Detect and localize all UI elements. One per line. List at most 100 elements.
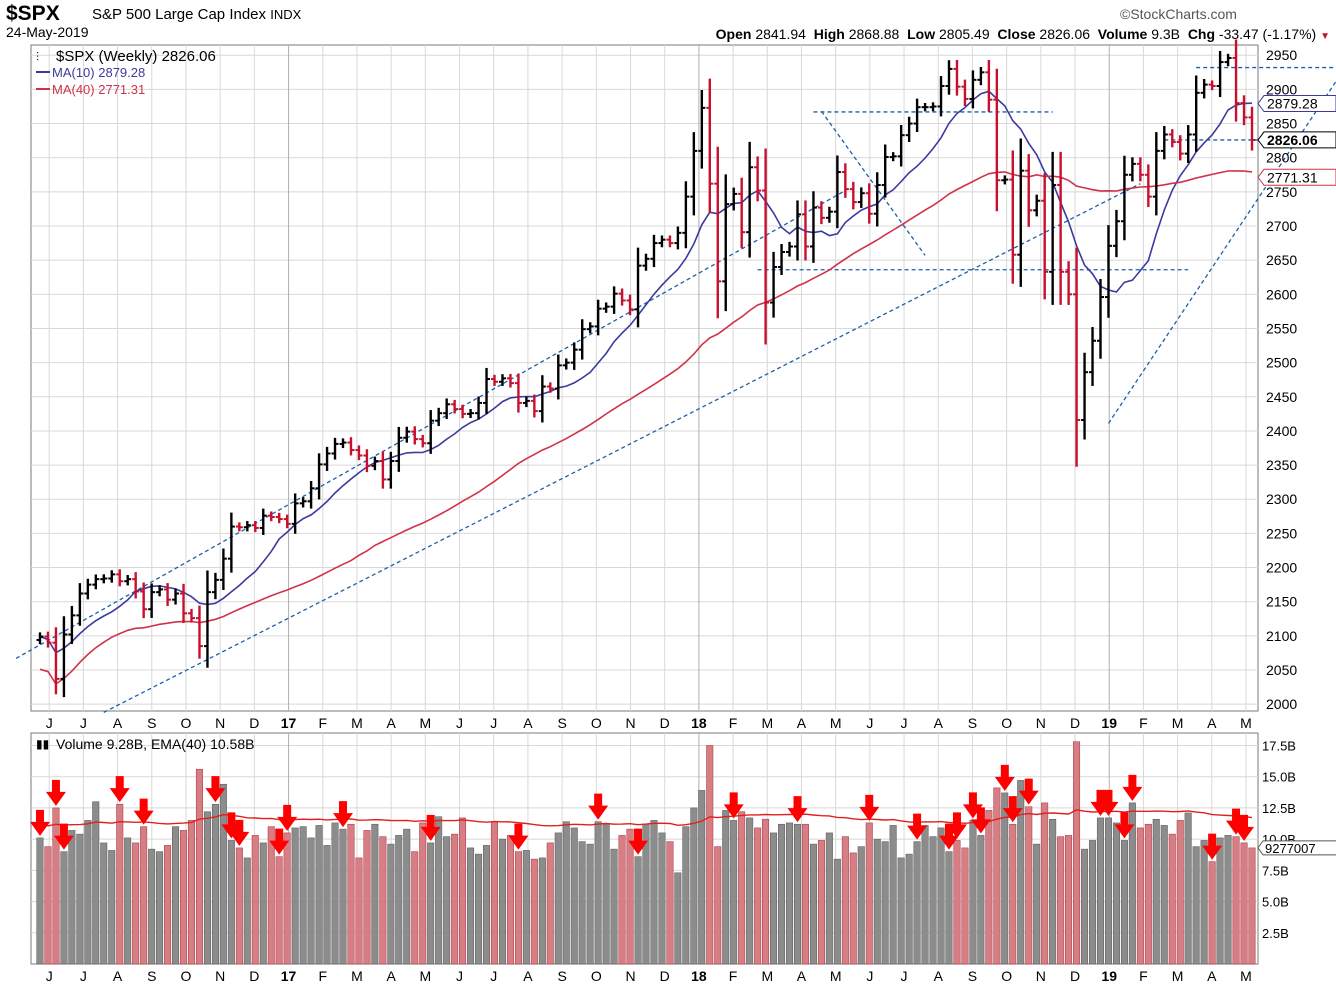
- price-bar: [738, 177, 746, 249]
- price-bar: [498, 374, 506, 386]
- price-bar: [546, 382, 554, 393]
- volume-bar: [219, 783, 227, 965]
- price-bar: [251, 521, 259, 533]
- price-tick-label: 2250: [1266, 525, 1297, 541]
- price-bar: [180, 583, 188, 623]
- volume-bar: [323, 845, 331, 965]
- volume-legend: ▮▮ Volume 9.28B, EMA(40) 10.58B: [36, 736, 254, 752]
- price-bar: [897, 125, 905, 167]
- legend-series: $SPX (Weekly) 2826.06: [56, 48, 216, 65]
- volume-arrow: [333, 801, 353, 828]
- volume-bar: [1112, 822, 1120, 965]
- price-bar: [1025, 154, 1033, 227]
- month-label: J: [456, 715, 463, 731]
- price-bar: [1049, 151, 1057, 305]
- price-tag-box: [1257, 95, 1336, 113]
- volume-bar: [857, 846, 865, 965]
- volume-bar: [411, 851, 419, 965]
- month-label-volume: A: [1207, 968, 1217, 984]
- volume-tick-label: 2.5B: [1262, 926, 1289, 941]
- month-label: A: [523, 715, 533, 731]
- brand-logo[interactable]: ©StockCharts.com: [1120, 6, 1237, 22]
- volume-bar: [905, 853, 913, 965]
- volume-bar: [243, 857, 251, 965]
- volume-bar: [227, 840, 235, 965]
- price-tag-box: [1257, 168, 1336, 186]
- price-tick-label: 2500: [1266, 355, 1297, 371]
- month-label-volume: J: [490, 968, 497, 984]
- price-bar: [1104, 225, 1112, 318]
- volume-arrow: [1018, 778, 1039, 805]
- price-bar: [1128, 157, 1136, 182]
- price-bar: [833, 155, 841, 229]
- price-bar: [1168, 129, 1176, 148]
- trendline: [103, 183, 1141, 713]
- volume-arrow: [1098, 789, 1119, 816]
- month-label-volume: M: [1172, 968, 1184, 984]
- volume-bar: [483, 845, 491, 965]
- volume-tick-label: 17.5B: [1262, 738, 1296, 753]
- volume-bar: [650, 820, 658, 965]
- month-label-volume: A: [386, 968, 396, 984]
- price-bar: [985, 60, 993, 112]
- price-bar: [435, 407, 443, 427]
- price-bar: [1184, 125, 1192, 164]
- volume-bar: [427, 842, 435, 965]
- volume-bar: [1009, 823, 1017, 965]
- month-label-volume: F: [318, 968, 327, 984]
- volume-arrows: [30, 764, 1255, 860]
- volume-bar: [1104, 817, 1112, 965]
- volume-arrow: [1226, 808, 1247, 835]
- volume-bar: [1073, 741, 1081, 965]
- volume-bar: [514, 851, 522, 965]
- price-bar: [1176, 135, 1184, 161]
- price-bar: [227, 512, 235, 573]
- volume-bar: [1240, 842, 1248, 965]
- price-bar: [786, 241, 794, 257]
- volume-bar: [929, 836, 937, 965]
- volume-bar: [490, 821, 498, 965]
- volume-tick-label: 15.0B: [1262, 770, 1296, 785]
- volume-arrow: [1202, 833, 1223, 860]
- volume-bar: [793, 823, 801, 965]
- volume-bar: [1089, 840, 1097, 965]
- volume-arrow: [1234, 814, 1255, 841]
- month-label-volume: J: [866, 968, 873, 984]
- volume-bar: [355, 857, 363, 965]
- volume-bar: [467, 847, 475, 965]
- volume-arrow: [45, 779, 66, 806]
- price-bar: [634, 247, 642, 328]
- price-bar: [331, 437, 339, 460]
- price-bar: [554, 354, 562, 400]
- volume-bar: [1160, 825, 1168, 965]
- volume-tag: 9277007: [1257, 840, 1336, 856]
- price-bar: [203, 570, 211, 668]
- volume-bar: [251, 835, 259, 965]
- low-label: Low: [907, 26, 936, 42]
- volume-bar: [1184, 812, 1192, 965]
- volume-bar: [722, 810, 730, 965]
- volume-arrow: [1122, 774, 1143, 801]
- price-bar: [1001, 175, 1009, 185]
- month-label-volume: O: [181, 968, 192, 984]
- volume-bar: [618, 835, 626, 965]
- price-bar: [491, 374, 498, 386]
- price-bar: [267, 511, 275, 522]
- volume-ema-line: [39, 809, 1253, 827]
- price-bar: [530, 394, 538, 418]
- month-label-volume: A: [523, 968, 533, 984]
- price-bar: [873, 172, 881, 227]
- volume-bar: [180, 830, 188, 965]
- volume-bar: [626, 828, 634, 965]
- price-bar: [817, 201, 825, 225]
- legend-volume: Volume 9.28B, EMA(40) 10.58B: [56, 736, 254, 752]
- price-bar: [658, 235, 666, 248]
- price-bar: [387, 451, 395, 489]
- volume-arrow: [723, 792, 744, 819]
- month-label: 17: [281, 715, 297, 731]
- volume-bar: [1216, 837, 1224, 965]
- month-label-volume: F: [1139, 968, 1148, 984]
- grid-lines: [31, 45, 1258, 964]
- price-bar: [506, 373, 514, 388]
- volume-bar: [395, 835, 403, 965]
